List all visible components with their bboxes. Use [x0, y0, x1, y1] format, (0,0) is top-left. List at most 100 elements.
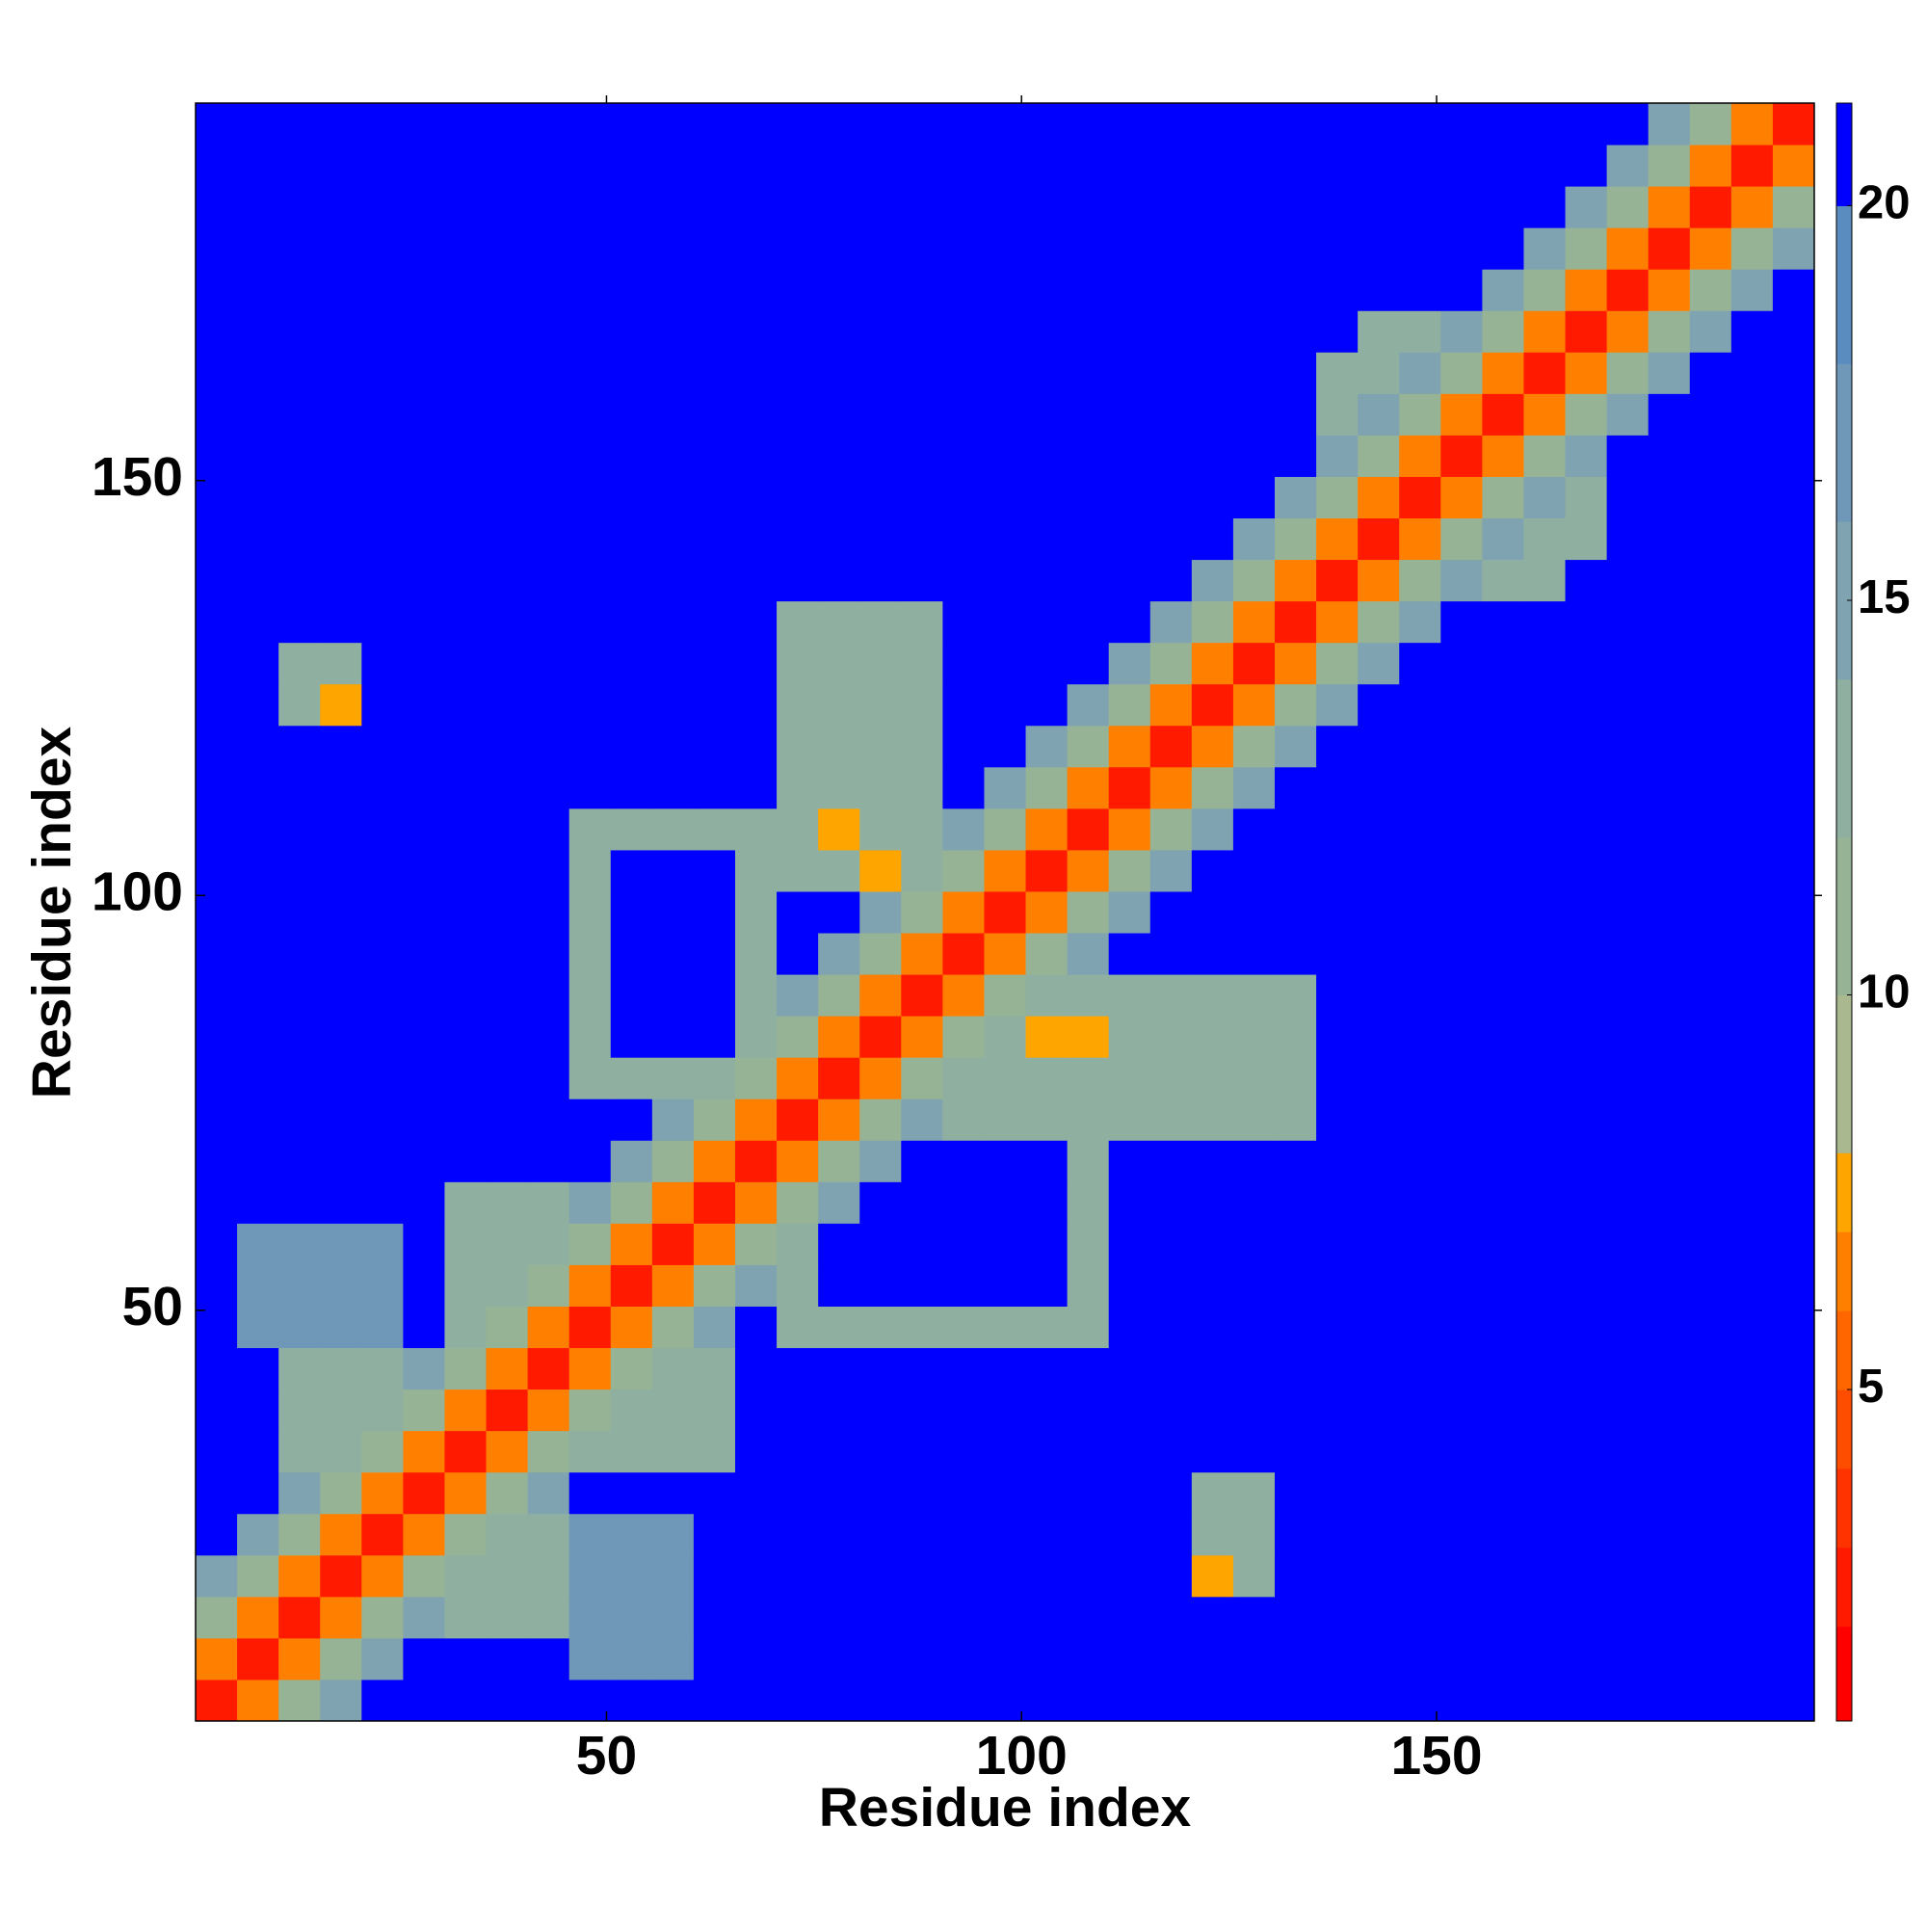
- heatmap-cell: [361, 393, 404, 436]
- heatmap-cell: [1730, 1347, 1774, 1390]
- heatmap-cell: [1772, 145, 1815, 187]
- heatmap-cell: [1191, 1637, 1234, 1681]
- heatmap-cell: [1730, 600, 1774, 644]
- heatmap-cell: [1275, 1016, 1317, 1058]
- heatmap-cell: [942, 435, 985, 477]
- heatmap-cell: [1025, 600, 1069, 644]
- heatmap-cell: [942, 1098, 985, 1141]
- heatmap-cell: [651, 435, 695, 477]
- heatmap-cell: [1275, 600, 1317, 644]
- y-tick-label: 100: [92, 860, 183, 922]
- heatmap-cell: [1689, 103, 1732, 146]
- heatmap-cell: [693, 310, 736, 353]
- heatmap-cell: [1565, 186, 1608, 228]
- heatmap-cell: [1772, 1637, 1815, 1681]
- heatmap-cell: [278, 1057, 321, 1099]
- heatmap-cell: [237, 725, 279, 768]
- heatmap-cell: [320, 1098, 362, 1141]
- heatmap-cell: [1482, 1471, 1524, 1515]
- heatmap-cell: [735, 600, 778, 644]
- heatmap-cell: [1358, 310, 1400, 353]
- heatmap-cell: [361, 1389, 404, 1432]
- heatmap-cell: [1275, 807, 1317, 851]
- heatmap-cell: [1648, 600, 1691, 644]
- heatmap-cell: [735, 1181, 778, 1224]
- heatmap-cell: [444, 807, 488, 851]
- heatmap-cell: [693, 766, 736, 809]
- heatmap-cell: [568, 766, 612, 809]
- heatmap-cell: [1730, 933, 1774, 975]
- heatmap-cell: [486, 1057, 529, 1099]
- heatmap-cell: [1358, 1554, 1400, 1598]
- heatmap-cell: [1648, 1223, 1691, 1265]
- heatmap-cell: [1730, 1264, 1774, 1307]
- heatmap-cell: [1108, 1389, 1151, 1432]
- heatmap-cell: [859, 1637, 902, 1681]
- heatmap-cell: [1358, 890, 1400, 934]
- heatmap-cell: [610, 1140, 653, 1182]
- heatmap-cell: [1275, 849, 1317, 892]
- heatmap-cell: [610, 1306, 653, 1349]
- heatmap-cell: [1606, 517, 1650, 561]
- heatmap-cell: [859, 1016, 902, 1058]
- heatmap-cell: [1025, 310, 1069, 353]
- heatmap-cell: [777, 1596, 819, 1639]
- heatmap-cell: [1232, 683, 1276, 727]
- heatmap-cell: [568, 1679, 612, 1722]
- heatmap-cell: [777, 1637, 819, 1681]
- heatmap-cell: [901, 1140, 943, 1182]
- heatmap-cell: [527, 1637, 570, 1681]
- heatmap-cell: [984, 766, 1027, 809]
- heatmap-cell: [278, 1181, 321, 1224]
- heatmap-cell: [1565, 227, 1608, 270]
- heatmap-cell: [1523, 1513, 1567, 1556]
- heatmap-cell: [320, 933, 362, 975]
- heatmap-cell: [777, 1016, 819, 1058]
- heatmap-cell: [403, 933, 445, 975]
- heatmap-cell: [1648, 476, 1691, 519]
- heatmap-cell: [278, 725, 321, 768]
- heatmap-cell: [1730, 1057, 1774, 1099]
- heatmap-cell: [942, 1264, 985, 1307]
- heatmap-cell: [361, 145, 404, 187]
- heatmap-cell: [735, 435, 778, 477]
- heatmap-cell: [1316, 435, 1359, 477]
- heatmap-cell: [237, 1389, 279, 1432]
- heatmap-cell: [1316, 393, 1359, 436]
- heatmap-cell: [901, 1223, 943, 1265]
- heatmap-cell: [984, 1679, 1027, 1722]
- heatmap-cell: [1772, 766, 1815, 809]
- heatmap-cell: [444, 1016, 488, 1058]
- heatmap-cell: [942, 1513, 985, 1556]
- heatmap-cell: [1482, 103, 1524, 146]
- heatmap-cell: [651, 1347, 695, 1390]
- heatmap-cell: [196, 1679, 238, 1722]
- heatmap-cell: [1399, 1637, 1441, 1681]
- heatmap-cell: [1358, 269, 1400, 311]
- plot-frame: [195, 102, 1815, 1722]
- heatmap-cell: [278, 1554, 321, 1598]
- heatmap-cell: [859, 683, 902, 727]
- heatmap-cell: [1108, 186, 1151, 228]
- heatmap-cell: [278, 352, 321, 394]
- heatmap-cell: [1191, 476, 1234, 519]
- heatmap-cell: [444, 517, 488, 561]
- heatmap-cell: [1108, 1347, 1151, 1390]
- heatmap-cell: [1606, 1389, 1650, 1432]
- heatmap-cell: [818, 683, 860, 727]
- heatmap-cell: [237, 1513, 279, 1556]
- heatmap-cell: [859, 1098, 902, 1141]
- heatmap-cell: [1316, 103, 1359, 146]
- heatmap-cell: [1108, 269, 1151, 311]
- heatmap-cell: [859, 933, 902, 975]
- heatmap-cell: [568, 1513, 612, 1556]
- heatmap-cell: [1358, 1181, 1400, 1224]
- heatmap-cell: [1440, 1430, 1483, 1473]
- heatmap-cell: [444, 974, 488, 1017]
- heatmap-cell: [1440, 145, 1483, 187]
- heatmap-cell: [942, 1016, 985, 1058]
- heatmap-cell: [1730, 1471, 1774, 1515]
- heatmap-cell: [693, 1513, 736, 1556]
- heatmap-cell: [1399, 600, 1441, 644]
- heatmap-cell: [278, 1140, 321, 1182]
